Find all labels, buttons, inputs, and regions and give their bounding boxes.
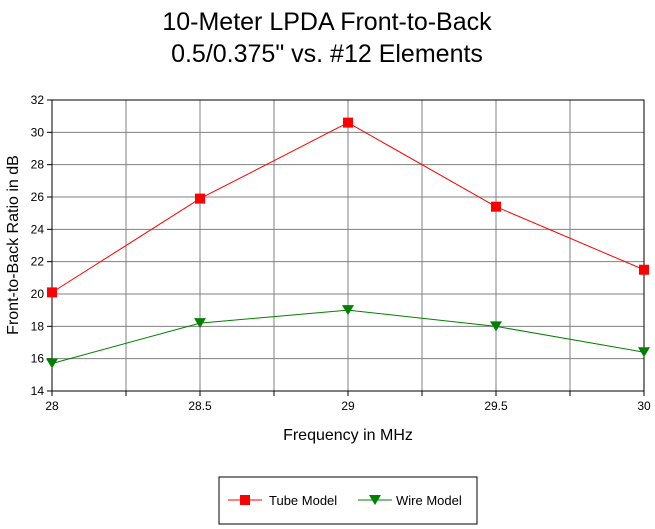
x-tick-label: 29.5 [484, 399, 508, 413]
data-point-tube [639, 264, 649, 275]
chart-title-line-1: 10-Meter LPDA Front-to-Back [162, 8, 492, 36]
y-tick-label: 26 [31, 190, 45, 204]
data-point-tube [195, 193, 205, 204]
data-point-wire [638, 347, 650, 358]
y-tick-label: 28 [31, 158, 45, 172]
legend-marker-wire [369, 495, 381, 505]
legend: Tube Model Wire Model [218, 476, 478, 525]
data-point-wire [46, 358, 58, 369]
data-point-tube [491, 201, 501, 212]
data-point-wire [194, 318, 206, 329]
x-tick-label: 28.5 [188, 399, 212, 413]
chart-title-line-2: 0.5/0.375" vs. #12 Elements [171, 40, 483, 68]
y-tick-label: 32 [31, 93, 45, 107]
plot-frame [51, 99, 645, 392]
data-point-wire [342, 305, 354, 316]
x-tick-label: 30 [637, 399, 651, 413]
y-tick-label: 20 [31, 287, 45, 301]
x-tick-label: 29 [341, 399, 355, 413]
data-point-tube [47, 287, 57, 298]
y-tick-label: 24 [31, 222, 45, 236]
y-tick-label: 30 [31, 125, 45, 139]
y-tick-label: 18 [31, 319, 45, 333]
y-tick-label: 14 [31, 384, 45, 398]
x-axis-label: Frequency in MHz [283, 427, 413, 444]
y-axis-label: Front-to-Back Ratio in dB [5, 155, 22, 335]
data-point-wire [490, 321, 502, 332]
legend-label-wire: Wire Model [396, 493, 462, 508]
y-tick-label: 22 [31, 255, 45, 269]
legend-label-tube: Tube Model [269, 493, 337, 508]
y-tick-label: 16 [31, 352, 45, 366]
data-point-tube [343, 117, 353, 128]
legend-marker-tube [240, 495, 250, 505]
plot-area: 14 16 18 20 22 24 26 28 30 32 28 28.5 29 29.5 30 [31, 93, 651, 413]
x-tick-label: 28 [45, 399, 59, 413]
